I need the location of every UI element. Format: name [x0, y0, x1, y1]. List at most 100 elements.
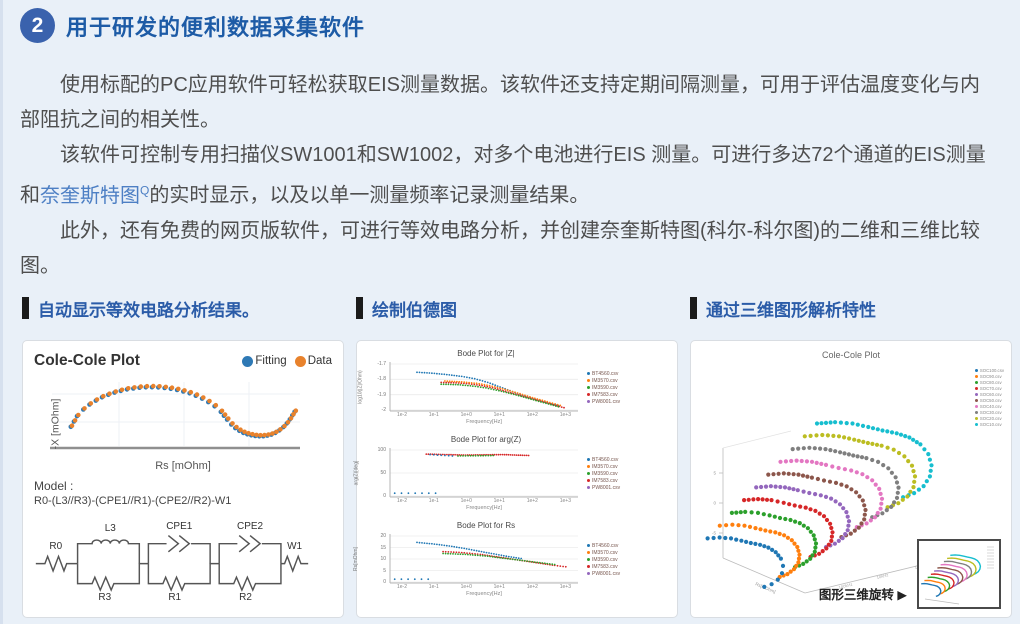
- x-tick-label: 1e+2: [526, 584, 538, 590]
- paragraph-1: 使用标配的PC应用软件可轻松获取EIS测量数据。该软件还支持定期间隔测量，可用于…: [20, 74, 981, 131]
- bode-card: Bode Plot for |Z| log10(|Z|/Ohm) -1.7 -1.8-…: [353, 340, 678, 618]
- legend-dot: [587, 465, 590, 468]
- legend-dot: [974, 386, 978, 390]
- legend-item: PW8001.csv: [587, 398, 645, 405]
- panel-right-header: 通过三维图形解析特性: [690, 296, 1012, 320]
- circuit-label-cpe2: CPE2: [237, 521, 263, 532]
- legend-dot: [587, 379, 590, 382]
- x-tick-label: 1e-2: [397, 584, 408, 590]
- legend-label: IM3590.csv: [592, 556, 618, 563]
- legend-label: IM3570.csv: [592, 549, 618, 556]
- y-tick-label: -1.8: [377, 376, 386, 383]
- legend-label: SOC30.csv: [979, 409, 1002, 415]
- legend-dot: [587, 393, 590, 396]
- legend-dot: [974, 422, 978, 426]
- cole-y-axis-label: -X [mOhm]: [49, 398, 62, 450]
- legend-item: IM3590.csv: [587, 556, 645, 563]
- legend-dot: [974, 368, 978, 372]
- panel-3d: 通过三维图形解析特性 Cole-Cole Plot 50-5Rs[mOhm]10…: [690, 296, 1012, 618]
- 3d-y-tick-label: 0: [713, 501, 716, 506]
- legend-item: SOC10.csv: [974, 421, 1004, 427]
- bode-x-axis-label: Frequency[Hz]: [466, 591, 502, 597]
- 3d-plot-title: Cole-Cole Plot: [821, 350, 881, 360]
- 3d-freq-tick-label: 100kHz: [838, 582, 853, 590]
- legend-item: IM3570.csv: [587, 549, 645, 556]
- legend-item: IM3590.csv: [587, 470, 645, 477]
- rotated-view-inset[interactable]: [917, 539, 1001, 609]
- legend-dot: [974, 392, 978, 396]
- legend-dot: [974, 374, 978, 378]
- nyquist-glossary-link[interactable]: 奈奎斯特图Q: [40, 183, 149, 207]
- legend-label: SOC100.csv: [979, 367, 1004, 373]
- x-tick-label: 1e+1: [493, 412, 505, 418]
- legend-label: SOC50.csv: [979, 397, 1002, 403]
- legend-dot: [974, 404, 978, 408]
- legend-item: SOC100.csv: [974, 367, 1004, 373]
- legend-dot: [974, 398, 978, 402]
- bode-legend: BT4560.csv IM3570.csv IM3590.csv IM7583.csv…: [579, 532, 645, 584]
- bode-plot-block: Bode Plot for |Z| log10(|Z|/Ohm) -1.7 -1.8-…: [358, 349, 673, 435]
- x-tick-label: 1e-1: [428, 412, 439, 418]
- 3d-freq-tick-label: 10kHz: [876, 572, 889, 580]
- bode-plot-title: Bode Plot for |Z|: [457, 349, 515, 358]
- model-label: Model :: [34, 479, 74, 493]
- cole-plot-title: Cole-Cole Plot: [34, 352, 140, 369]
- x-tick-label: 1e+0: [460, 584, 472, 590]
- legend-dot: [587, 551, 590, 554]
- circuit-label-l3: L3: [105, 523, 117, 534]
- legend-label: PW8001.csv: [592, 484, 621, 491]
- nyquist-link-text[interactable]: 奈奎斯特图: [40, 184, 140, 207]
- legend-label: SOC60.csv: [979, 391, 1002, 397]
- y-tick-label: -2: [381, 407, 386, 413]
- panel-mid-header: 绘制伯德图: [356, 296, 678, 320]
- legend-dot: [587, 386, 590, 389]
- legend-dot: [587, 400, 590, 403]
- circuit-label-w1: W1: [287, 541, 302, 552]
- 3d-plot-card: Cole-Cole Plot 50-5Rs[mOhm]100kHz10kHz1k…: [690, 340, 1012, 618]
- legend-item: IM3590.csv: [587, 384, 645, 391]
- legend-item: SOC90.csv: [974, 373, 1004, 379]
- cole-x-axis-label: Rs [mOhm]: [155, 460, 211, 472]
- x-tick-label: 1e+0: [460, 498, 472, 504]
- bode-x-ticks: 1e-2 1e-1 1e+0 1e+1 1e+2 1e+3: [389, 498, 579, 504]
- header-bar-icon: [356, 297, 363, 319]
- intro-text: 使用标配的PC应用软件可轻松获取EIS测量数据。该软件还支持定期间隔测量，可用于…: [20, 68, 996, 284]
- bode-plot-block: Bode Plot for arg(Z) arg(Z)[deg] 100 50 0 BT4…: [353, 435, 673, 521]
- legend-label: SOC10.csv: [979, 421, 1002, 427]
- cole-cole-card: Cole-Cole Plot Fitting Data -X [mOhm] Rs…: [22, 340, 344, 618]
- legend-label: IM7583.csv: [592, 391, 618, 398]
- legend-label: BT4560.csv: [592, 456, 619, 463]
- legend-item: IM7583.csv: [587, 563, 645, 570]
- legend-label: SOC20.csv: [979, 415, 1002, 421]
- paragraph-2: 该软件可控制专用扫描仪SW1001和SW1002，对多个电池进行EIS 测量。可…: [20, 138, 996, 214]
- section-title: 用于研发的便利数据采集软件: [66, 14, 366, 40]
- y-tick-label: 5: [383, 567, 386, 574]
- legend-label: BT4560.csv: [592, 542, 619, 549]
- legend-dot: [587, 472, 590, 475]
- bode-plot-area: [389, 532, 579, 584]
- legend-dot: [587, 479, 590, 482]
- circuit-label-cpe1: CPE1: [166, 521, 192, 532]
- legend-label: IM3590.csv: [592, 470, 618, 477]
- legend-dot: [587, 544, 590, 547]
- legend-item: PW8001.csv: [587, 484, 645, 491]
- bode-plot-title: Bode Plot for Rs: [456, 521, 516, 530]
- legend-dot: [587, 458, 590, 461]
- legend-item: BT4560.csv: [587, 456, 645, 463]
- equivalent-circuit-diagram: R0 L3 R3 CPE1 R1 CPE2 R2 W1: [35, 521, 309, 603]
- bode-plot-block: Bode Plot for Rs Rs[mOhm] 20 15 10 5 0 BT4560.c…: [353, 521, 673, 607]
- x-tick-label: 1e-2: [397, 412, 408, 418]
- bode-plot-area: [389, 360, 579, 412]
- legend-label: IM7583.csv: [592, 477, 618, 484]
- legend-item: IM7583.csv: [587, 391, 645, 398]
- fitting-legend-label: Fitting: [255, 355, 287, 367]
- bode-x-ticks: 1e-2 1e-1 1e+0 1e+1 1e+2 1e+3: [389, 584, 579, 590]
- legend-item: SOC80.csv: [974, 379, 1004, 385]
- circuit-label-r1: R1: [168, 592, 181, 603]
- panel-equivalent-circuit: 自动显示等效电路分析结果。 Cole-Cole Plot Fitting Dat…: [22, 296, 344, 618]
- y-tick-label: 50: [380, 470, 386, 476]
- legend-item: PW8001.csv: [587, 570, 645, 577]
- panel-left-title: 自动显示等效电路分析结果。: [38, 300, 259, 320]
- 3d-y-tick-label: 5: [713, 471, 716, 476]
- cole-plot-area: -X [mOhm] Rs [mOhm]: [34, 376, 332, 472]
